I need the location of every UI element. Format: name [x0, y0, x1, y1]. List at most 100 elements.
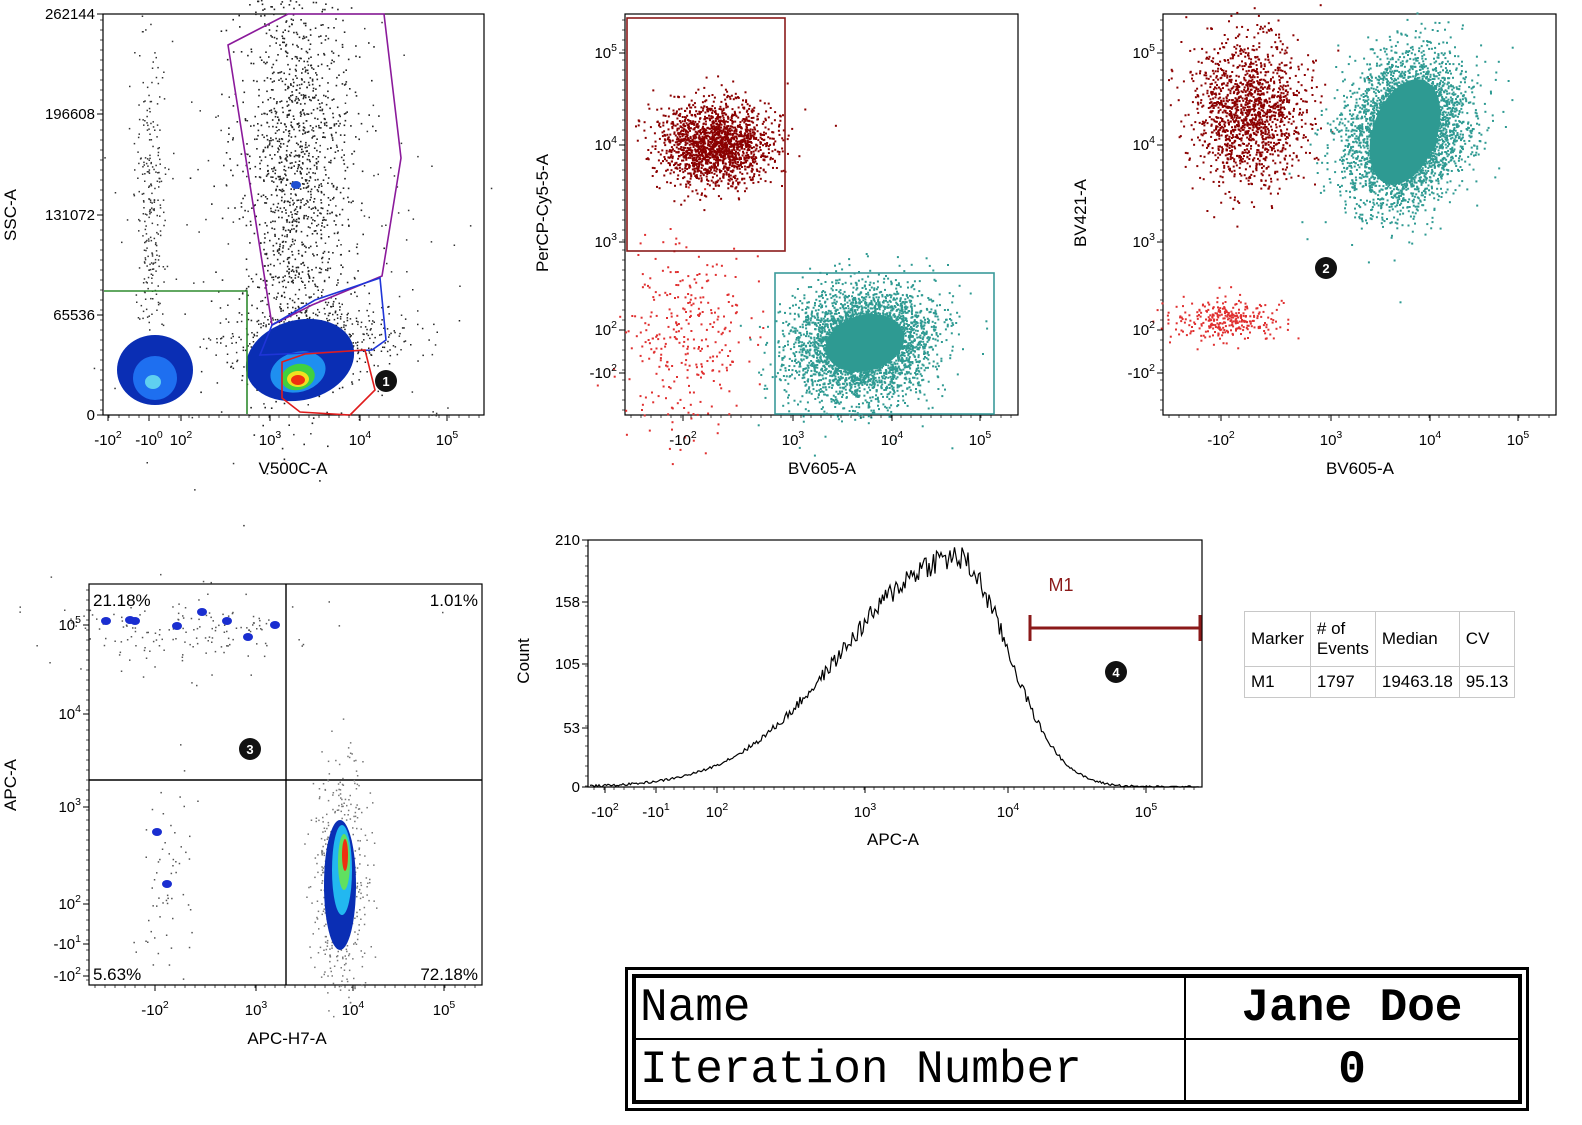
event-dot [343, 84, 346, 86]
event-dot [873, 411, 876, 414]
event-dot [326, 304, 329, 306]
event-dot [748, 107, 751, 110]
event-dot [294, 293, 297, 296]
event-dot [145, 233, 148, 235]
event-dot [303, 264, 306, 267]
event-dot [141, 193, 144, 195]
event-dot [710, 142, 713, 145]
event-dot [139, 220, 141, 222]
event-dot [691, 158, 694, 160]
event-dot [696, 160, 698, 162]
event-dot [329, 161, 332, 164]
event-dot [746, 154, 748, 157]
event-dot [288, 221, 291, 224]
event-dot [755, 157, 758, 159]
event-dot [729, 170, 732, 173]
event-dot [709, 153, 712, 156]
event-dot [756, 115, 759, 118]
event-dot [688, 119, 690, 122]
event-dot [280, 3, 282, 5]
event-dot [778, 133, 781, 136]
event-dot [861, 384, 864, 386]
event-dot [653, 167, 656, 170]
event-dot [743, 165, 746, 168]
event-dot [746, 135, 748, 137]
event-dot [300, 48, 303, 50]
event-dot [320, 191, 323, 194]
event-dot [294, 258, 297, 261]
event-dot [687, 131, 690, 134]
event-dot [649, 126, 652, 129]
event-dot [316, 162, 318, 165]
event-dot [372, 311, 375, 313]
event-dot [739, 121, 742, 124]
event-dot [705, 175, 708, 178]
event-dot [266, 138, 269, 141]
event-dot [312, 68, 315, 70]
event-dot [695, 123, 698, 126]
event-dot [149, 213, 151, 215]
event-dot [147, 165, 149, 167]
y-tick-label: 65536 [53, 307, 95, 324]
event-dot [763, 102, 766, 105]
event-dot [956, 373, 959, 376]
event-dot [741, 162, 744, 165]
event-dot [326, 212, 329, 215]
event-dot [817, 322, 820, 324]
event-dot [625, 409, 628, 412]
event-dot [272, 276, 275, 279]
event-dot [271, 180, 273, 182]
event-dot [337, 279, 339, 281]
event-dot [332, 300, 335, 303]
event-dot [282, 228, 285, 231]
event-dot [372, 104, 375, 107]
event-dot [309, 125, 312, 127]
event-dot [685, 183, 688, 186]
event-dot [242, 292, 244, 294]
event-dot [284, 275, 286, 277]
event-dot [927, 380, 930, 383]
event-dot [761, 122, 764, 125]
event-dot [310, 208, 313, 210]
event-dot [681, 159, 683, 162]
event-dot [273, 297, 275, 299]
event-dot [720, 126, 723, 129]
event-dot [733, 137, 736, 140]
event-dot [677, 147, 680, 150]
event-dot [264, 62, 267, 65]
event-dot [694, 141, 697, 144]
event-dot [339, 309, 341, 311]
event-dot [716, 318, 719, 321]
event-dot [710, 117, 713, 120]
event-dot [727, 182, 730, 185]
event-dot [290, 95, 292, 97]
event-dot [240, 338, 242, 341]
event-dot [250, 48, 253, 51]
event-dot [735, 404, 738, 407]
event-dot [129, 85, 131, 88]
event-dot [708, 135, 711, 138]
event-dot [191, 416, 194, 419]
event-dot [153, 201, 156, 203]
event-dot [242, 197, 244, 200]
event-dot [143, 261, 146, 263]
event-dot [144, 157, 147, 159]
event-dot [781, 147, 784, 150]
event-dot [716, 158, 719, 160]
event-dot [359, 370, 362, 373]
event-dot [304, 144, 307, 146]
event-dot [273, 80, 275, 82]
event-dot [152, 61, 154, 63]
event-dot [682, 159, 685, 162]
event-dot [665, 169, 668, 172]
event-dot [296, 206, 298, 208]
event-dot [356, 344, 359, 347]
event-dot [723, 315, 725, 318]
event-dot [688, 163, 690, 166]
event-dot [265, 253, 268, 256]
event-dot [751, 111, 754, 114]
event-dot [705, 99, 708, 102]
event-dot [867, 422, 870, 425]
event-dot [304, 24, 307, 27]
event-dot [700, 106, 703, 109]
